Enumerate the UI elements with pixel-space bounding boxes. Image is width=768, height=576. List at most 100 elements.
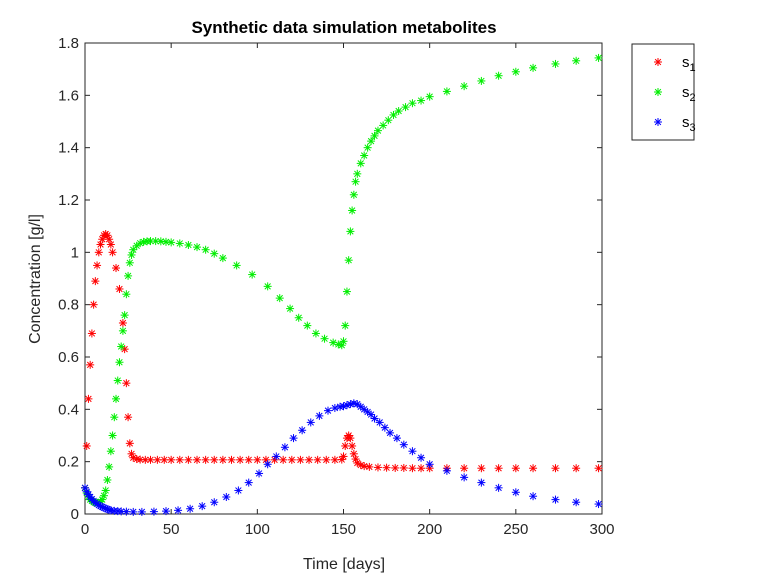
data-point-s1 xyxy=(91,277,100,286)
data-point-s1 xyxy=(94,248,103,257)
data-point-s1 xyxy=(460,464,469,473)
data-point-s1 xyxy=(201,455,210,464)
data-point-s2 xyxy=(210,249,219,258)
data-point-s3 xyxy=(494,483,503,492)
data-point-s2 xyxy=(360,151,369,160)
data-point-s2 xyxy=(417,96,426,105)
data-point-s2 xyxy=(442,87,451,96)
legend-marker-s2 xyxy=(654,88,662,96)
data-point-s2 xyxy=(401,103,410,112)
data-point-s3 xyxy=(234,486,243,495)
data-point-s1 xyxy=(122,379,131,388)
data-point-s2 xyxy=(115,358,124,367)
data-point-s1 xyxy=(305,455,314,464)
data-point-s2 xyxy=(294,313,303,322)
series-s3 xyxy=(81,399,603,516)
data-point-s3 xyxy=(572,498,581,507)
data-point-s3 xyxy=(551,495,560,504)
data-point-s1 xyxy=(146,455,155,464)
data-point-s2 xyxy=(339,337,348,346)
data-point-s2 xyxy=(101,486,110,495)
data-point-s3 xyxy=(222,492,231,501)
data-point-s2 xyxy=(353,169,362,178)
data-point-s2 xyxy=(351,177,360,186)
data-point-s2 xyxy=(124,271,133,280)
y-tick-label: 0 xyxy=(71,506,79,523)
data-point-s2 xyxy=(349,190,358,199)
x-tick-label: 150 xyxy=(331,521,356,538)
data-point-s1 xyxy=(287,455,296,464)
x-tick-label: 200 xyxy=(417,521,442,538)
legend-label: s3 xyxy=(682,114,696,134)
data-point-s2 xyxy=(389,110,398,119)
data-point-s2 xyxy=(494,71,503,80)
data-point-s2 xyxy=(232,261,241,270)
y-tick-label: 1.4 xyxy=(58,140,79,157)
data-point-s2 xyxy=(106,447,115,456)
data-point-s3 xyxy=(255,469,264,478)
data-point-s3 xyxy=(477,478,486,487)
data-point-s1 xyxy=(193,455,202,464)
y-tick-label: 0.8 xyxy=(58,297,79,314)
data-point-s1 xyxy=(236,455,245,464)
data-point-s1 xyxy=(346,434,355,443)
x-tick-label: 50 xyxy=(163,521,180,538)
data-point-s1 xyxy=(349,449,358,458)
y-tick-label: 0.6 xyxy=(58,349,79,366)
legend-label: s1 xyxy=(682,54,696,74)
y-tick-label: 0.2 xyxy=(58,454,79,471)
data-point-s1 xyxy=(511,464,520,473)
series-s1 xyxy=(81,230,603,492)
data-point-s3 xyxy=(280,443,289,452)
data-point-s1 xyxy=(296,455,305,464)
data-point-s1 xyxy=(227,455,236,464)
data-point-s2 xyxy=(175,239,184,248)
y-tick-label: 1.8 xyxy=(58,35,79,52)
data-point-s2 xyxy=(341,321,350,330)
data-point-s1 xyxy=(253,455,262,464)
data-point-s2 xyxy=(529,63,538,72)
data-point-s1 xyxy=(86,360,95,369)
data-point-s1 xyxy=(261,455,270,464)
data-point-s1 xyxy=(108,248,117,257)
y-tick-label: 1 xyxy=(71,244,79,261)
x-axis-label: Time [days] xyxy=(303,556,385,573)
data-point-s3 xyxy=(122,507,131,516)
y-tick-label: 1.6 xyxy=(58,87,79,104)
data-point-s1 xyxy=(124,413,133,422)
data-point-s2 xyxy=(594,53,603,62)
data-point-s1 xyxy=(118,318,127,327)
y-tick-label: 1.2 xyxy=(58,192,79,209)
legend: s1 s2 s3 xyxy=(631,43,696,141)
data-point-s1 xyxy=(153,455,162,464)
data-point-s2 xyxy=(117,342,126,351)
data-point-s1 xyxy=(365,462,374,471)
data-point-s2 xyxy=(286,304,295,313)
data-point-s3 xyxy=(386,428,395,437)
data-point-s2 xyxy=(167,238,176,247)
data-point-s2 xyxy=(122,290,131,299)
data-point-s3 xyxy=(346,400,355,409)
data-point-s3 xyxy=(272,452,281,461)
data-point-s2 xyxy=(311,329,320,338)
data-point-s1 xyxy=(594,464,603,473)
tick-marks xyxy=(84,42,603,515)
data-point-s3 xyxy=(174,506,183,515)
data-point-s2 xyxy=(103,475,112,484)
data-point-s1 xyxy=(244,455,253,464)
data-point-s1 xyxy=(218,455,227,464)
data-point-s1 xyxy=(93,261,102,270)
data-point-s2 xyxy=(363,143,372,152)
data-point-s1 xyxy=(184,455,193,464)
data-point-s2 xyxy=(320,334,329,343)
data-point-s2 xyxy=(344,256,353,265)
data-point-s2 xyxy=(275,294,284,303)
data-point-s3 xyxy=(529,492,538,501)
data-point-s2 xyxy=(572,56,581,65)
data-point-s2 xyxy=(425,92,434,101)
data-point-s2 xyxy=(118,326,127,335)
data-point-s3 xyxy=(186,504,195,513)
data-point-s2 xyxy=(120,311,129,320)
data-point-s3 xyxy=(380,423,389,432)
data-point-s1 xyxy=(84,394,93,403)
